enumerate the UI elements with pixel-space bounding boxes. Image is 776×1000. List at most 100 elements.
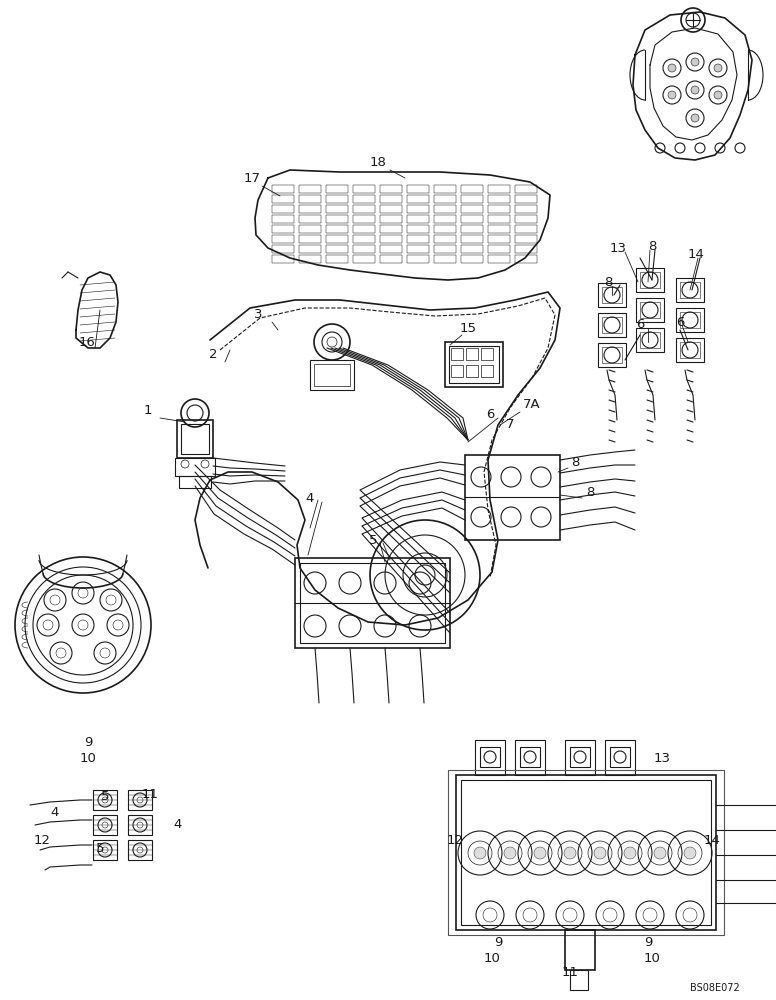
Bar bbox=[515, 185, 537, 193]
Bar bbox=[353, 255, 375, 263]
Bar bbox=[488, 185, 510, 193]
Text: 5: 5 bbox=[95, 842, 104, 854]
Bar bbox=[488, 195, 510, 203]
Bar bbox=[434, 255, 456, 263]
Bar bbox=[565, 740, 595, 775]
Bar bbox=[353, 215, 375, 223]
Bar bbox=[353, 245, 375, 253]
Bar bbox=[380, 215, 402, 223]
Circle shape bbox=[714, 64, 722, 72]
Bar bbox=[676, 308, 704, 332]
Bar bbox=[326, 205, 348, 213]
Bar bbox=[310, 360, 354, 390]
Bar bbox=[299, 225, 321, 233]
Bar bbox=[434, 205, 456, 213]
Text: 7: 7 bbox=[506, 418, 514, 432]
Bar bbox=[434, 225, 456, 233]
Bar bbox=[326, 235, 348, 243]
Circle shape bbox=[534, 847, 546, 859]
Text: 8: 8 bbox=[571, 456, 579, 468]
Bar bbox=[272, 245, 294, 253]
Bar bbox=[515, 235, 537, 243]
Bar bbox=[570, 747, 590, 767]
Text: 7A: 7A bbox=[523, 398, 541, 412]
Text: 10: 10 bbox=[643, 952, 660, 964]
Bar bbox=[466, 348, 478, 360]
Bar bbox=[640, 332, 660, 348]
Bar bbox=[461, 185, 483, 193]
Text: 13: 13 bbox=[653, 752, 670, 764]
Bar bbox=[407, 205, 429, 213]
Bar bbox=[602, 287, 622, 303]
Bar bbox=[326, 195, 348, 203]
Bar bbox=[451, 348, 463, 360]
Bar bbox=[299, 185, 321, 193]
Bar bbox=[461, 215, 483, 223]
Bar bbox=[605, 740, 635, 775]
Text: 8: 8 bbox=[604, 275, 612, 288]
Text: 5: 5 bbox=[101, 790, 109, 802]
Bar bbox=[179, 476, 211, 488]
Circle shape bbox=[691, 86, 699, 94]
Bar bbox=[407, 235, 429, 243]
Bar bbox=[272, 215, 294, 223]
Circle shape bbox=[564, 847, 576, 859]
Text: 12: 12 bbox=[33, 834, 50, 846]
Bar bbox=[380, 205, 402, 213]
Text: 11: 11 bbox=[141, 788, 158, 802]
Bar bbox=[326, 215, 348, 223]
Circle shape bbox=[691, 114, 699, 122]
Bar bbox=[515, 740, 545, 775]
Text: 13: 13 bbox=[609, 241, 626, 254]
Bar bbox=[272, 185, 294, 193]
Bar bbox=[520, 747, 540, 767]
Bar bbox=[515, 195, 537, 203]
Bar bbox=[676, 278, 704, 302]
Bar bbox=[680, 312, 700, 328]
Bar bbox=[272, 195, 294, 203]
Bar bbox=[314, 364, 350, 386]
Text: 8: 8 bbox=[586, 486, 594, 498]
Text: 4: 4 bbox=[306, 491, 314, 504]
Bar bbox=[640, 272, 660, 288]
Bar bbox=[680, 282, 700, 298]
Bar bbox=[353, 195, 375, 203]
Bar bbox=[434, 185, 456, 193]
Bar bbox=[461, 780, 711, 925]
Bar bbox=[449, 346, 499, 383]
Bar bbox=[407, 195, 429, 203]
Text: 15: 15 bbox=[459, 322, 476, 334]
Circle shape bbox=[668, 91, 676, 99]
Bar bbox=[598, 283, 626, 307]
Circle shape bbox=[691, 58, 699, 66]
Bar bbox=[451, 365, 463, 377]
Bar bbox=[353, 235, 375, 243]
Bar bbox=[434, 215, 456, 223]
Bar bbox=[488, 205, 510, 213]
Bar bbox=[445, 342, 503, 387]
Bar bbox=[676, 338, 704, 362]
Bar bbox=[380, 195, 402, 203]
Bar bbox=[636, 298, 664, 322]
Text: 17: 17 bbox=[244, 172, 261, 184]
Text: 8: 8 bbox=[648, 239, 656, 252]
Bar bbox=[380, 245, 402, 253]
Bar bbox=[602, 317, 622, 333]
Text: 2: 2 bbox=[209, 349, 217, 361]
Bar bbox=[93, 815, 117, 835]
Bar bbox=[181, 424, 209, 454]
Circle shape bbox=[714, 91, 722, 99]
Bar bbox=[488, 225, 510, 233]
Bar bbox=[640, 302, 660, 318]
Bar bbox=[299, 195, 321, 203]
Bar bbox=[461, 195, 483, 203]
Text: 11: 11 bbox=[562, 966, 578, 978]
Text: 3: 3 bbox=[254, 308, 262, 322]
Bar bbox=[299, 215, 321, 223]
Text: 6: 6 bbox=[486, 408, 494, 422]
Bar bbox=[299, 235, 321, 243]
Bar bbox=[380, 225, 402, 233]
Text: 16: 16 bbox=[78, 336, 95, 349]
Bar bbox=[128, 840, 152, 860]
Text: 6: 6 bbox=[676, 316, 684, 328]
